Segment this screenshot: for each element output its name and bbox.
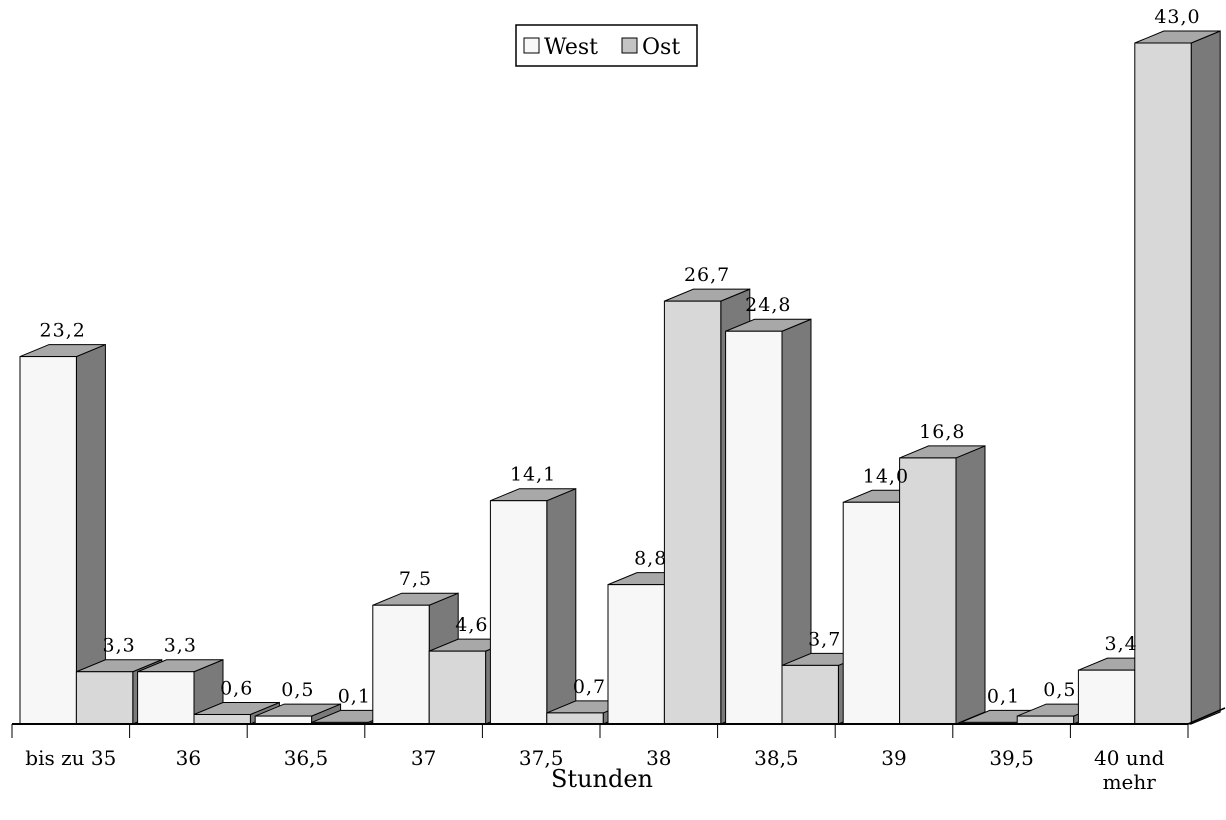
bar-front [428,650,487,725]
bar-front [899,457,957,725]
bar-front [19,356,77,725]
bar-front [663,300,722,725]
legend-label-ost: Ost [642,35,680,60]
bar-side [546,487,577,725]
data-label-ost-7: 16,8 [919,421,965,443]
bar-front [546,712,604,725]
legend: West Ost [515,24,698,67]
bar-front [75,671,134,725]
data-label-west-7: 14,0 [863,465,909,487]
data-labels: 23,2 3,3 3,3 0,6 0,5 0,1 7,5 4,6 14,1 0,7 8,8 26,7 2… [40,6,1200,707]
legend-swatch-ost [621,37,638,54]
legend-swatch-west [523,37,540,54]
bar-front [1016,715,1075,725]
bar-front [1077,669,1136,725]
x-tick-label-4: 37,5 [519,746,564,770]
x-tick-label-0: bis zu 35 [25,746,116,770]
data-label-ost-1: 0,6 [220,677,253,699]
x-tick-label-6: 38,5 [754,746,799,770]
data-label-ost-9: 43,0 [1154,6,1200,28]
bars-group [19,30,1221,725]
data-label-ost-2: 0,1 [338,685,371,707]
bar-west-0 [19,343,106,725]
data-label-west-4: 14,1 [510,464,556,486]
bar-front [607,584,665,725]
bar-side [955,445,986,725]
legend-label-west: West [544,35,598,60]
data-label-ost-0: 3,3 [102,635,135,657]
x-axis-depth [1187,707,1226,725]
data-label-west-8: 0,1 [987,685,1020,707]
bar-west-4 [489,487,577,725]
x-axis [11,707,1226,738]
data-label-ost-3: 4,6 [455,614,488,636]
data-label-ost-4: 0,7 [573,676,606,698]
data-label-west-6: 24,8 [745,294,791,316]
bar-west-1 [137,658,224,725]
data-label-ost-6: 3,7 [808,628,841,650]
x-tick-label-1: 36 [176,746,201,770]
bar-front [842,501,901,725]
bar-west-6 [725,318,812,725]
x-tick-label-9: 40 und mehr [1094,746,1165,794]
data-label-west-2: 0,5 [281,679,314,701]
data-label-ost-8: 0,5 [1043,679,1076,701]
bar-front [781,664,839,725]
x-axis-title: Stunden [551,765,653,793]
bar-front [1134,42,1192,725]
data-label-west-1: 3,3 [164,635,197,657]
legend-box [515,24,698,67]
bar-side [1190,30,1221,725]
bar-ost-7 [899,445,986,725]
x-tick-label-5: 38 [646,746,671,770]
bar-front [489,500,548,725]
x-tick-label-3: 37 [411,746,436,770]
bar-ost-9 [1134,30,1221,725]
bar-front [254,715,313,725]
x-tick-label-7: 39 [881,746,906,770]
x-tick-labels: bis zu 35 36 36,5 37 37,5 38 38,5 39 39,5 40 und m… [25,746,1164,794]
bar-front [137,671,195,725]
data-label-west-5: 8,8 [634,548,667,570]
data-label-west-3: 7,5 [399,568,432,590]
bar-front [725,330,783,725]
data-label-west-9: 3,4 [1104,633,1137,655]
x-tick-label-2: 36,5 [284,746,329,770]
bar-front [193,713,251,725]
data-label-ost-5: 26,7 [684,264,730,286]
bar-front [372,604,430,725]
x-tick-label-8: 39,5 [989,746,1034,770]
data-label-west-0: 23,2 [40,320,86,342]
